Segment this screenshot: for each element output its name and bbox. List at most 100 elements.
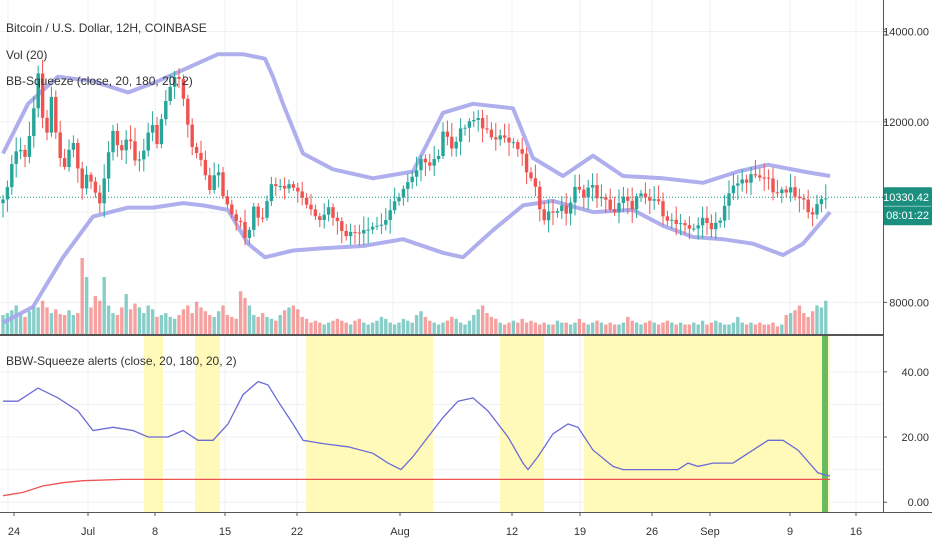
volume-bar bbox=[238, 291, 243, 334]
chart-title-legend[interactable]: Bitcoin / U.S. Dollar, 12H, COINBASE bbox=[6, 21, 207, 35]
volume-bar bbox=[472, 315, 476, 334]
volume-bar bbox=[758, 322, 762, 334]
candle-body bbox=[560, 205, 564, 212]
volume-bar bbox=[573, 322, 577, 334]
candle-body bbox=[128, 139, 133, 142]
time-tick-label: Aug bbox=[390, 526, 410, 538]
volume-bar bbox=[419, 311, 423, 334]
price-tick-label: 14000.00 bbox=[883, 27, 929, 39]
candle-body bbox=[731, 185, 736, 194]
candle-body bbox=[291, 184, 296, 188]
bar-countdown: 08:01:22 bbox=[886, 210, 929, 222]
volume-bar bbox=[71, 315, 76, 334]
candle-body bbox=[678, 223, 683, 225]
volume-bar bbox=[414, 315, 419, 334]
candle-body bbox=[340, 221, 344, 231]
candle-body bbox=[397, 197, 401, 202]
candle-body bbox=[177, 76, 181, 79]
volume-bar bbox=[529, 320, 533, 334]
candle-body bbox=[458, 128, 463, 142]
volume-bar bbox=[806, 316, 810, 334]
candle-body bbox=[612, 209, 617, 213]
candle-body bbox=[727, 193, 731, 206]
volume-bar bbox=[304, 318, 309, 334]
candle-body bbox=[736, 183, 740, 186]
volume-bar bbox=[98, 300, 102, 334]
volume-bar bbox=[190, 313, 194, 334]
volume-bar bbox=[753, 324, 758, 334]
volume-bar bbox=[199, 307, 203, 334]
candle-body bbox=[630, 200, 634, 210]
time-axis-layer[interactable]: 24 Jul 8 15 22 Aug 12 19 26 Sep 9 16 bbox=[8, 512, 862, 538]
candle-body bbox=[278, 185, 282, 187]
volume-bar bbox=[93, 296, 98, 334]
candle-body bbox=[243, 221, 247, 238]
volume-bar bbox=[410, 322, 414, 334]
candle-body bbox=[533, 178, 538, 187]
candle-body bbox=[406, 182, 410, 189]
volume-bar bbox=[793, 310, 797, 334]
candle-body bbox=[639, 193, 643, 197]
candle-body bbox=[357, 232, 362, 234]
volume-bar bbox=[432, 322, 436, 334]
candle-body bbox=[450, 136, 454, 149]
candle-body bbox=[480, 118, 485, 129]
volume-bar bbox=[124, 294, 128, 334]
bbw-tick-label: 40.00 bbox=[901, 367, 929, 379]
candle-body bbox=[819, 199, 824, 205]
volume-bar bbox=[674, 324, 678, 334]
candle-body bbox=[287, 184, 291, 189]
bbw-alerts-legend[interactable]: BBW-Squeeze alerts (close, 20, 180, 20, … bbox=[6, 354, 237, 368]
volume-bar bbox=[397, 322, 401, 334]
volume-bar bbox=[326, 322, 331, 334]
bb-squeeze-label[interactable]: BB-Squeeze (close, 20, 180, 20, 2) bbox=[6, 74, 193, 88]
candle-body bbox=[269, 184, 274, 202]
candle-body bbox=[665, 216, 670, 221]
volume-bar bbox=[458, 322, 463, 334]
volume-label[interactable]: Vol (20) bbox=[6, 48, 48, 62]
candle-body bbox=[485, 128, 489, 130]
candle-body bbox=[344, 230, 348, 237]
volume-bar bbox=[621, 322, 626, 334]
squeeze-highlight-layer bbox=[144, 336, 830, 512]
candle-body bbox=[423, 158, 428, 163]
squeeze-alert-bar bbox=[822, 336, 828, 512]
volume-legend[interactable]: Vol (20) bbox=[6, 48, 47, 62]
squeeze-period bbox=[306, 336, 433, 512]
candle-body bbox=[700, 217, 705, 226]
volume-bar bbox=[313, 320, 318, 334]
volume-bar bbox=[194, 301, 199, 334]
candle-body bbox=[221, 172, 225, 197]
bb-squeeze-legend[interactable]: BB-Squeeze (close, 20, 180, 20, 2) bbox=[6, 74, 193, 88]
price-tick-label: 12000.00 bbox=[883, 117, 929, 129]
candle-body bbox=[784, 189, 788, 193]
candle-body bbox=[379, 224, 384, 226]
volume-bar bbox=[784, 315, 788, 334]
volume-bar bbox=[709, 322, 714, 334]
candle-body bbox=[705, 217, 709, 223]
candle-body bbox=[234, 214, 238, 222]
candle-body bbox=[806, 199, 810, 213]
volume-bar bbox=[476, 309, 480, 334]
candle-body bbox=[626, 196, 630, 201]
volume-bar bbox=[274, 320, 278, 334]
volume-bar bbox=[102, 277, 106, 334]
candle-body bbox=[150, 124, 155, 133]
volume-bar bbox=[502, 324, 507, 334]
volume-bar bbox=[62, 315, 67, 334]
symbol-title[interactable]: Bitcoin / U.S. Dollar, 12H, COINBASE bbox=[6, 21, 207, 35]
candle-body bbox=[296, 187, 300, 192]
candle-body bbox=[687, 225, 692, 229]
candle-body bbox=[76, 142, 80, 169]
volume-bar bbox=[159, 315, 164, 334]
volume-bar bbox=[384, 318, 388, 334]
candle-body bbox=[27, 136, 32, 157]
bbw-alerts-label[interactable]: BBW-Squeeze alerts (close, 20, 180, 20, … bbox=[6, 354, 237, 368]
candle-body bbox=[84, 174, 89, 189]
candle-body bbox=[168, 86, 172, 101]
candle-body bbox=[502, 135, 507, 138]
volume-bar bbox=[736, 316, 740, 334]
candle-body bbox=[216, 172, 221, 176]
